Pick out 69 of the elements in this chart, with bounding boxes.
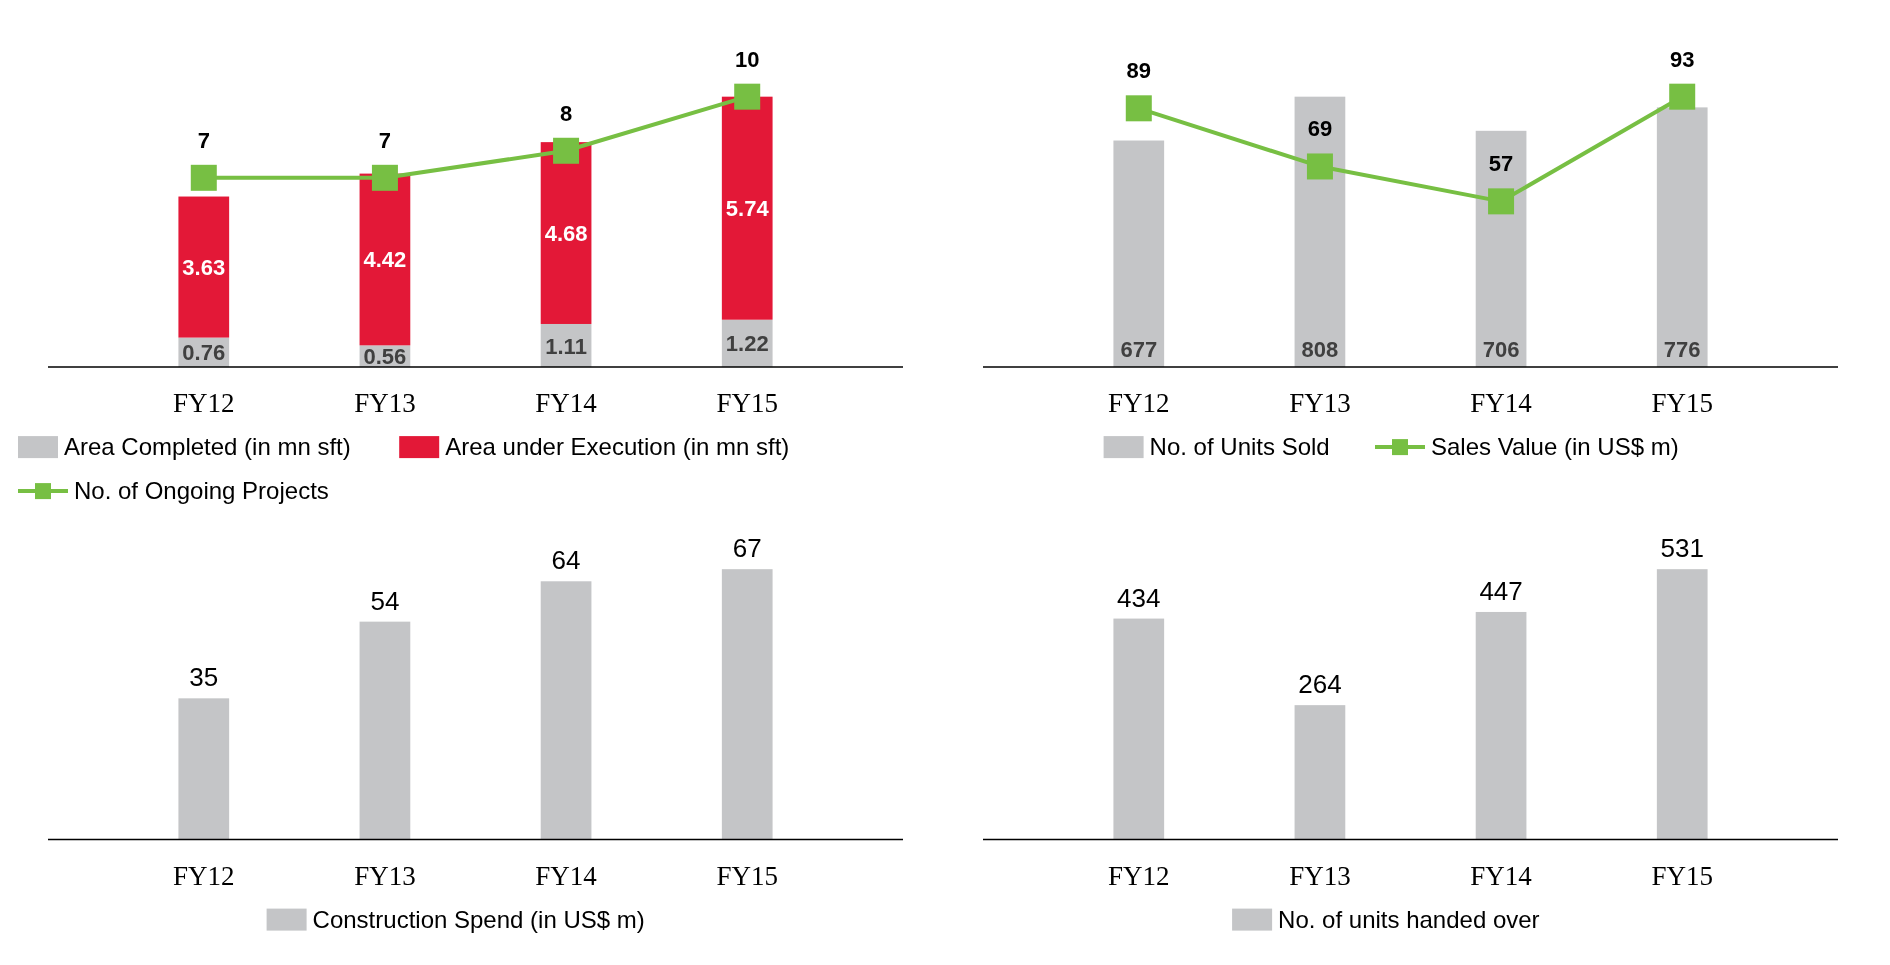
x-tick-label: FY12 [1108, 860, 1170, 891]
data-label: 54 [370, 585, 400, 616]
x-tick-label: FY14 [535, 388, 598, 419]
bar [1113, 140, 1165, 368]
data-label: 8 [559, 100, 573, 126]
data-label: 434 [1117, 582, 1161, 613]
data-label: 706 [1482, 337, 1520, 363]
data-label: 5.74 [725, 196, 770, 222]
x-tick-label: FY15 [1651, 388, 1713, 419]
point [1306, 153, 1333, 180]
data-label: 4.68 [544, 221, 588, 247]
x-tick-label: FY15 [716, 388, 778, 419]
x-tick-label: FY15 [1651, 860, 1713, 891]
x-tick-label: FY12 [1108, 388, 1170, 419]
x-tick-label: FY13 [354, 860, 416, 891]
x-tick-label: FY14 [1470, 860, 1533, 891]
bar [1475, 130, 1527, 368]
data-label: 1.11 [545, 333, 587, 359]
bar [721, 569, 773, 840]
legend-label: Area Completed (in mn sft) [64, 433, 351, 461]
bar [540, 581, 592, 840]
bar [359, 621, 411, 840]
data-label: 69 [1307, 116, 1333, 142]
x-tick-label: FY12 [173, 860, 235, 891]
x-tick-label: FY13 [1289, 860, 1351, 891]
bar [721, 96, 773, 320]
point [1125, 95, 1152, 122]
data-label: 57 [1488, 151, 1514, 177]
data-label: 531 [1660, 533, 1704, 564]
data-label: 1.22 [725, 331, 769, 357]
point [1669, 83, 1696, 110]
data-label: 67 [732, 533, 762, 564]
legend-label: Area under Execution (in mn sft) [445, 433, 790, 461]
x-tick-label: FY14 [1470, 388, 1533, 419]
x-tick-label: FY15 [716, 860, 778, 891]
legend-label: No. of Units Sold [1149, 433, 1330, 461]
bar [1294, 96, 1346, 368]
bar [1294, 705, 1346, 840]
data-label: 4.42 [363, 247, 407, 273]
data-label: 35 [189, 662, 219, 693]
bar [178, 698, 230, 840]
x-tick-label: FY12 [173, 388, 235, 419]
data-label: 64 [551, 545, 581, 576]
x-tick-label: FY14 [535, 860, 598, 891]
data-label: 0.56 [363, 344, 407, 370]
bar [1113, 618, 1165, 840]
legend-label: Sales Value (in US$ m) [1431, 433, 1679, 461]
x-tick-label: FY13 [354, 388, 416, 419]
bar [1656, 569, 1708, 840]
data-label: 89 [1126, 58, 1152, 84]
legend-label: Construction Spend (in US$ m) [312, 905, 645, 933]
data-label: 3.63 [182, 255, 226, 281]
legend-label: No. of Ongoing Projects [74, 477, 329, 505]
data-label: 10 [734, 46, 760, 72]
data-label: 0.76 [182, 340, 226, 366]
data-label: 93 [1669, 46, 1695, 72]
bar [178, 196, 230, 338]
data-label: 677 [1120, 337, 1158, 363]
data-label: 7 [378, 127, 392, 153]
bar [1656, 107, 1708, 368]
data-label: 7 [197, 127, 210, 153]
data-label: 447 [1479, 575, 1523, 606]
bar [1475, 611, 1527, 840]
data-label: 776 [1663, 337, 1701, 363]
x-tick-label: FY13 [1289, 388, 1351, 419]
data-label: 808 [1301, 337, 1339, 363]
point [1488, 188, 1515, 215]
data-label: 264 [1298, 669, 1342, 700]
legend-label: No. of units handed over [1278, 905, 1540, 933]
